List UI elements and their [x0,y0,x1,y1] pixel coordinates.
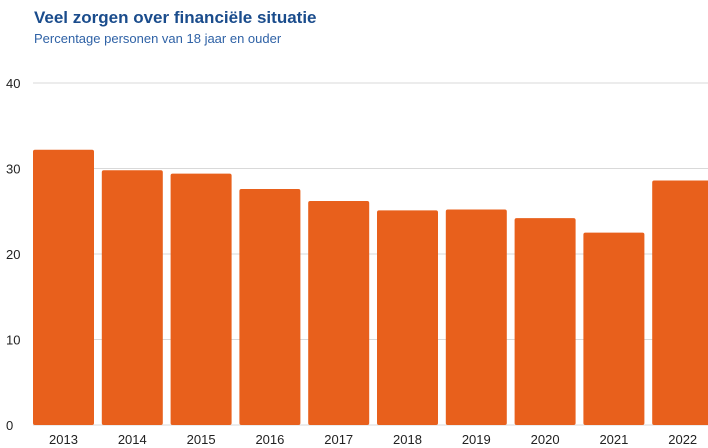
bar-2021 [583,232,645,425]
bar-2020 [514,218,576,425]
x-tick-label-2018: 2018 [393,432,422,447]
x-tick-label-2017: 2017 [324,432,353,447]
bar-2014 [101,170,163,425]
chart-title: Veel zorgen over financiële situatie [34,8,317,27]
y-tick-label: 0 [6,418,13,433]
x-tick-label-2020: 2020 [531,432,560,447]
y-tick-label: 30 [6,162,20,177]
x-axis-tick-labels: 2013 2014 2015 2016 2017 2018 2019 2020 2021 2022 [49,432,697,447]
bars [33,149,708,425]
y-tick-label: 20 [6,247,20,262]
bar-2017 [308,200,370,425]
bar-2015 [170,173,232,425]
y-axis-tick-labels: 0 10 20 30 40 [6,76,20,433]
x-tick-label-2013: 2013 [49,432,78,447]
x-tick-label-2016: 2016 [255,432,284,447]
x-tick-label-2014: 2014 [118,432,147,447]
bar-2022 [652,180,708,425]
x-tick-label-2022: 2022 [668,432,697,447]
y-tick-label: 40 [6,76,20,91]
bar-2018 [377,210,438,425]
x-tick-label-2021: 2021 [599,432,628,447]
chart-subtitle: Percentage personen van 18 jaar en ouder [34,31,282,46]
bar-2013 [33,149,94,425]
x-tick-label-2019: 2019 [462,432,491,447]
x-tick-label-2015: 2015 [187,432,216,447]
bar-2019 [445,209,507,425]
y-tick-label: 10 [6,333,20,348]
bar-2016 [239,189,301,425]
